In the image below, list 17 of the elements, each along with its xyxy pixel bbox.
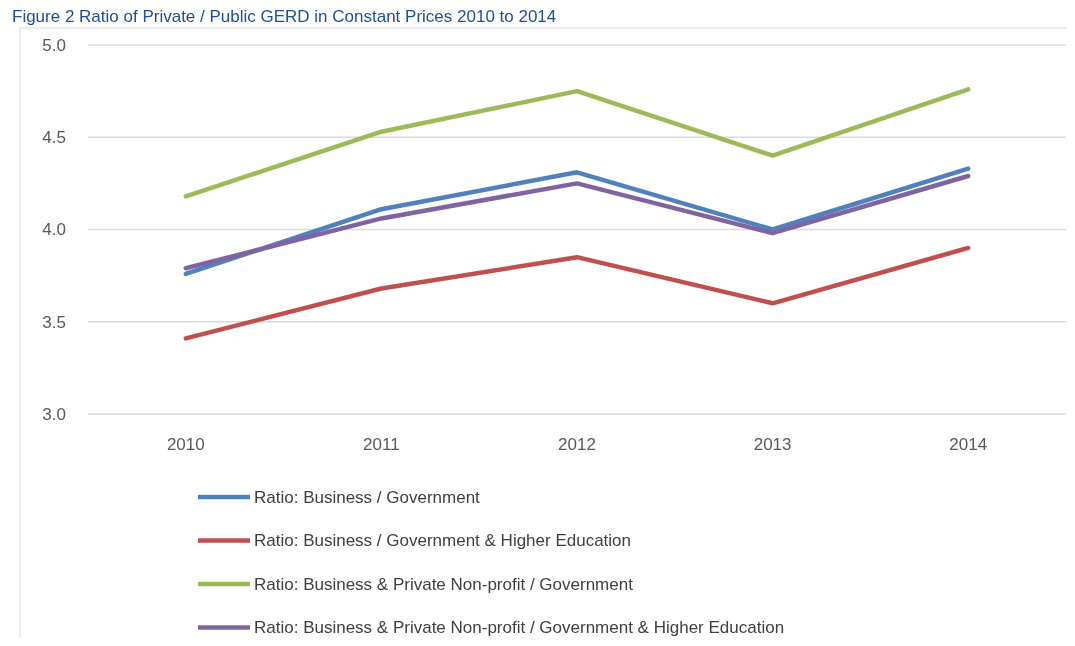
line-series [183,245,971,341]
y-tick-label: 5.0 [42,35,66,55]
line-series [183,87,971,199]
x-tick-label: 2010 [166,435,205,454]
y-tick-label: 4.5 [42,128,66,148]
legend-label: Ratio: Business & Private Non-profit / Government [254,574,634,594]
legend-label: Ratio: Business & Private Non-profit / Government & Higher Education [254,618,785,638]
y-tick-label: 4.0 [42,220,66,240]
chart-title: Figure 2 Ratio of Private / Public GERD in Constant Prices 2010 to 2014 [12,7,557,26]
x-tick-label: 2012 [558,435,596,454]
legend-label: Ratio: Business / Government & Higher Education [254,531,632,551]
x-tick-label: 2011 [363,435,400,454]
y-tick-label: 3.0 [42,404,66,424]
y-tick-label: 3.5 [42,312,66,332]
legend-label: Ratio: Business / Government [254,487,481,507]
x-tick-label: 2013 [753,435,792,454]
x-tick-label: 2014 [949,435,988,454]
